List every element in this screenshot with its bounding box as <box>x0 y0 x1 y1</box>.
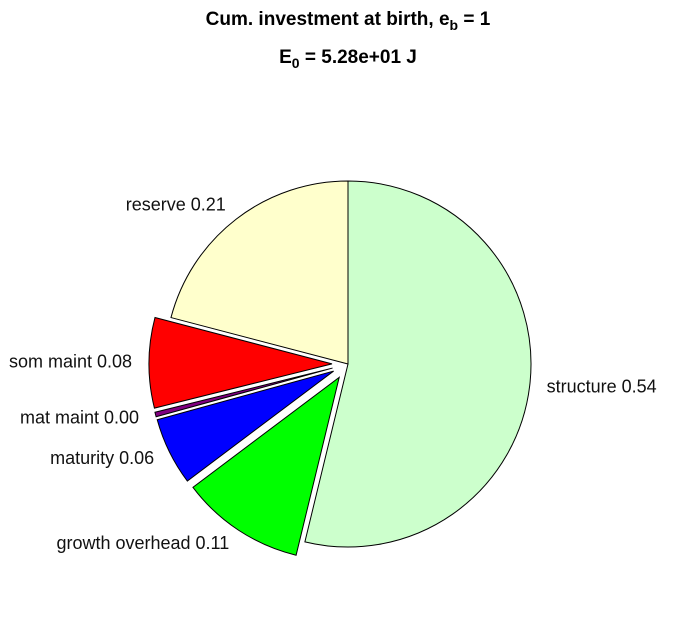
pie-slice <box>304 180 532 548</box>
pie-slice <box>154 367 333 418</box>
slice-label: growth overhead 0.11 <box>56 533 229 553</box>
slice-label: maturity 0.06 <box>50 448 154 468</box>
slice-label: som maint 0.08 <box>9 351 132 371</box>
slice-label: structure 0.54 <box>547 376 657 396</box>
pie-slice <box>192 376 341 556</box>
slice-label: reserve 0.21 <box>126 194 226 214</box>
chart-subtitle: E0 = 5.28e+01 J <box>279 47 417 71</box>
chart-title: Cum. investment at birth, eb = 1 <box>206 9 491 33</box>
pie-slice <box>170 180 349 365</box>
slice-label: mat maint 0.00 <box>20 408 139 428</box>
pie-slice <box>148 316 333 409</box>
pie-slice <box>156 370 334 482</box>
